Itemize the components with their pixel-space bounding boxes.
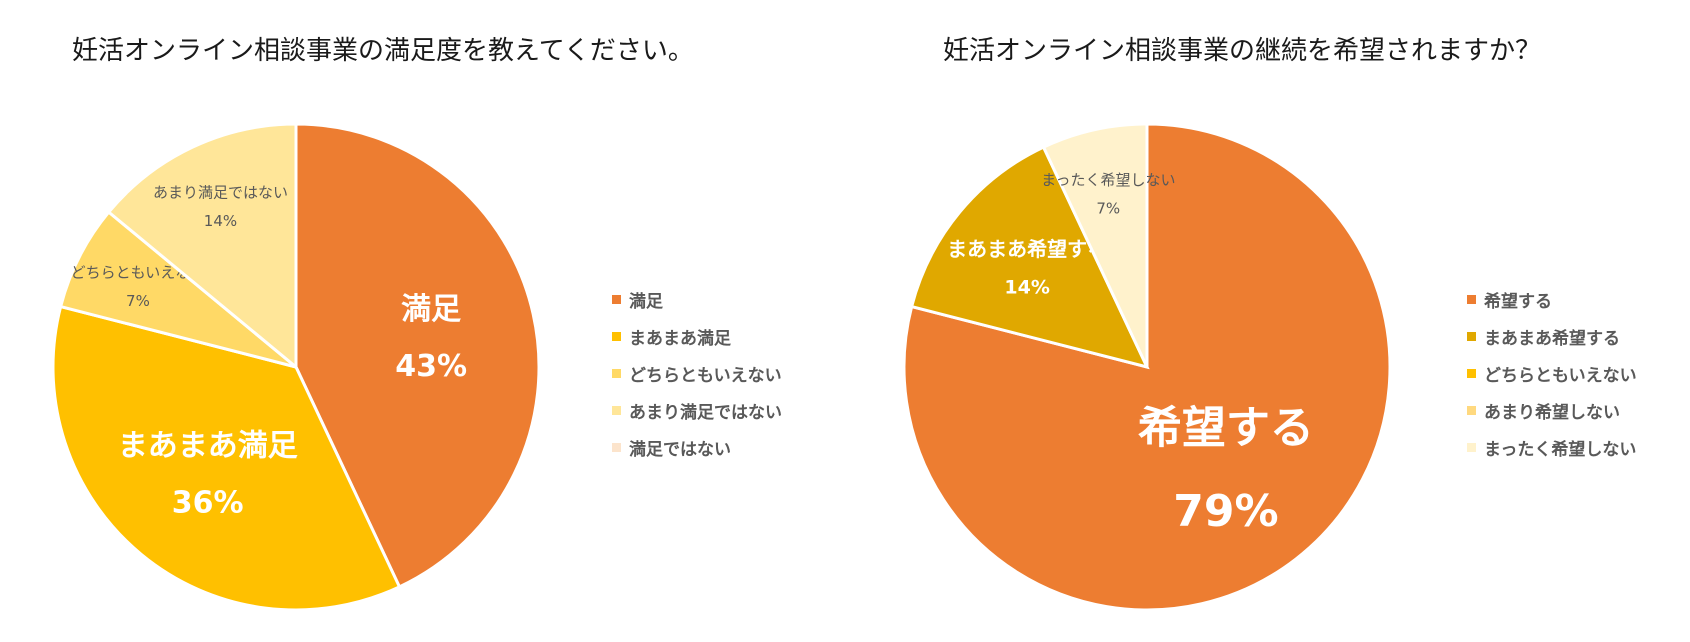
pie-slice-3	[58, 209, 297, 369]
legend-item: まったく希望しない	[1467, 429, 1637, 466]
continuation-pie: 希望する 79% まあまあ希望する 14% まったく希望しない 7%	[902, 122, 1392, 612]
legend-swatch	[612, 332, 621, 341]
legend-swatch	[612, 369, 621, 378]
legend-label: まあまあ希望する	[1484, 329, 1620, 349]
legend-item: 満足ではない	[612, 429, 782, 466]
legend: 満足まあまあ満足どちらともいえない あまり満足ではない 満足ではない	[612, 281, 782, 466]
legend-label: あまり希望しない	[1484, 403, 1620, 423]
legend-item: 満足	[612, 281, 782, 318]
legend-swatch	[1467, 295, 1476, 304]
legend: 希望するまあまあ希望する どちらともいえない あまり希望しない まったく希望しない	[1467, 281, 1637, 466]
legend-swatch	[1467, 443, 1476, 452]
legend-item: 希望する	[1467, 281, 1637, 318]
chart-title: 妊活オンライン相談事業の満足度を教えてください。	[72, 36, 694, 66]
pie-slice-5	[1041, 122, 1149, 368]
slice-category-label: まったく希望しない	[1041, 171, 1175, 189]
legend-swatch	[1467, 406, 1476, 415]
pie-slice-2	[909, 145, 1150, 370]
slice-category-label: どちらともいえない	[71, 263, 206, 281]
legend-item: あまり満足ではない	[612, 392, 782, 429]
slice-value-label: 14%	[204, 212, 237, 230]
legend-label: 希望する	[1484, 292, 1552, 312]
slice-value-label: 79%	[1173, 486, 1278, 537]
legend-item: どちらともいえない	[1467, 355, 1637, 392]
slice-category-label: まあまあ希望する	[947, 237, 1107, 261]
pie-slice-1	[294, 122, 541, 589]
satisfaction-pie: 満足 43% まあまあ満足 36% どちらともいえない 7% あまり満足ではない 14%	[51, 122, 541, 612]
legend-label: どちらともいえない	[629, 366, 782, 386]
continuation-chart: 妊活オンライン相談事業の継続を希望されますか？ 希望する 79% まあまあ希望する 1…	[845, 0, 1690, 642]
legend-swatch	[612, 295, 621, 304]
legend-label: あまり満足ではない	[629, 403, 782, 423]
legend-swatch	[1467, 332, 1476, 341]
pie-slice-2	[51, 304, 402, 612]
slice-value-label: 7%	[1096, 199, 1120, 217]
legend-swatch	[612, 443, 621, 452]
legend-label: どちらともいえない	[1484, 366, 1637, 386]
legend-item: まあまあ満足	[612, 318, 782, 355]
slice-value-label: 14%	[1004, 277, 1049, 299]
chart-title: 妊活オンライン相談事業の継続を希望されますか？	[943, 36, 1542, 66]
legend-label: まあまあ満足	[629, 329, 731, 349]
slice-value-label: 36%	[172, 486, 244, 521]
slice-category-label: あまり満足ではない	[153, 183, 288, 201]
satisfaction-chart: 妊活オンライン相談事業の満足度を教えてください。 満足 43% まあまあ満足 36% ど…	[51, 36, 782, 612]
legend-item: あまり希望しない	[1467, 392, 1637, 429]
legend-swatch	[612, 406, 621, 415]
legend-item: まあまあ希望する	[1467, 318, 1637, 355]
legend-label: 満足ではない	[629, 440, 731, 460]
legend-swatch	[1467, 369, 1476, 378]
slice-value-label: 43%	[395, 349, 467, 384]
slice-category-label: 満足	[401, 292, 461, 327]
slice-value-label: 7%	[126, 292, 150, 310]
slice-category-label: まあまあ満足	[118, 429, 298, 464]
slice-category-label: 希望する	[1138, 402, 1314, 453]
pie-slice-4	[106, 122, 298, 371]
legend-item: どちらともいえない	[612, 355, 782, 392]
legend-label: 満足	[629, 292, 663, 312]
legend-label: まったく希望しない	[1484, 440, 1637, 460]
